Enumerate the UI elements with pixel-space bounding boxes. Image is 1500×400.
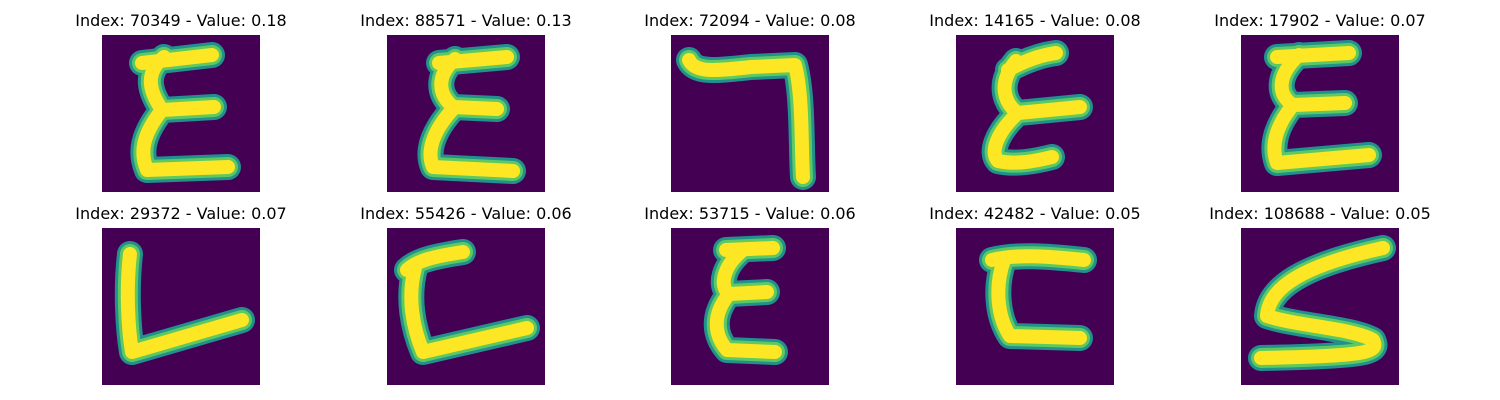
- panel-title: Index: 70349 - Value: 0.18: [75, 11, 287, 30]
- panel-title: Index: 88571 - Value: 0.13: [360, 11, 572, 30]
- stroke-core: [682, 53, 810, 184]
- image-panel: Index: 72094 - Value: 0.08: [600, 0, 900, 192]
- panel-title: Index: 17902 - Value: 0.07: [1214, 11, 1426, 30]
- panel-title: Index: 55426 - Value: 0.06: [360, 204, 572, 223]
- image-panel: Index: 17902 - Value: 0.07: [1170, 0, 1470, 192]
- stroke-core: [1267, 46, 1376, 170]
- epsilon-shape-icon: [671, 228, 829, 385]
- seven-shape-icon: [671, 35, 829, 192]
- c-shape-icon: [387, 228, 545, 385]
- image-panel: Index: 70349 - Value: 0.18: [30, 0, 330, 192]
- stroke-core: [987, 46, 1087, 170]
- stroke-core: [135, 48, 235, 177]
- image-panel: Index: 42482 - Value: 0.05: [885, 193, 1185, 385]
- stroke-core: [985, 249, 1091, 345]
- panel-title: Index: 72094 - Value: 0.08: [644, 11, 856, 30]
- panel-title: Index: 42482 - Value: 0.05: [929, 204, 1141, 223]
- epsilon-shape-icon: [1241, 35, 1399, 192]
- image-panel: Index: 88571 - Value: 0.13: [315, 0, 615, 192]
- panel-title: Index: 14165 - Value: 0.08: [929, 11, 1141, 30]
- image-panel: Index: 29372 - Value: 0.07: [30, 193, 330, 385]
- panel-title: Index: 53715 - Value: 0.06: [644, 204, 856, 223]
- panel-title: Index: 29372 - Value: 0.07: [75, 204, 287, 223]
- stroke-core: [400, 245, 534, 359]
- stroke-core: [1254, 241, 1390, 365]
- l-shape-icon: [102, 228, 260, 385]
- stroke-core: [120, 247, 249, 359]
- image-panel: Index: 53715 - Value: 0.06: [600, 193, 900, 385]
- stroke-core: [709, 241, 782, 359]
- stroke-core: [423, 50, 520, 178]
- image-panel: Index: 108688 - Value: 0.05: [1170, 193, 1470, 385]
- image-panel: Index: 55426 - Value: 0.06: [315, 193, 615, 385]
- epsilon-shape-icon: [387, 35, 545, 192]
- epsilon-shape-icon: [102, 35, 260, 192]
- s-shape-icon: [1241, 228, 1399, 385]
- image-panel: Index: 14165 - Value: 0.08: [885, 0, 1185, 192]
- c-bold-shape-icon: [956, 228, 1114, 385]
- panel-title: Index: 108688 - Value: 0.05: [1209, 204, 1431, 223]
- epsilon-shape-icon: [956, 35, 1114, 192]
